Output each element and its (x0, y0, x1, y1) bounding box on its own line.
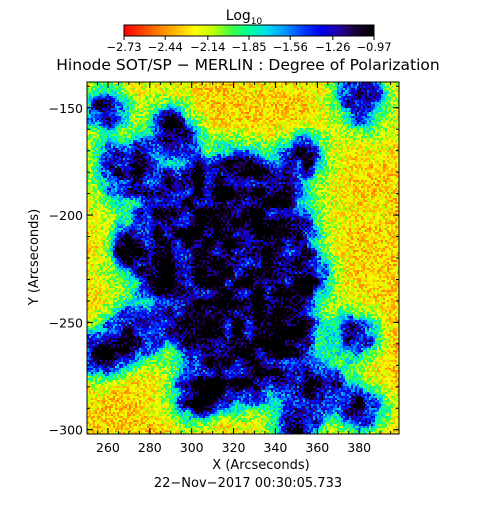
x-tick-label: 280 (138, 440, 162, 455)
y-axis-label: Y (Arcseconds) (27, 209, 42, 306)
y-tick-label: −250 (49, 315, 83, 330)
colorbar-tick-label: −2.44 (148, 40, 183, 54)
colorbar-tick-label: −1.85 (231, 40, 266, 54)
x-tick-label: 320 (222, 440, 246, 455)
colorbar-ticks: −2.73 −2.44 −2.14 −1.85 −1.56 −1.26 −0.97 (106, 36, 392, 54)
colorbar-tick-label: −1.56 (273, 40, 308, 54)
heatmap-image (87, 82, 399, 434)
y-tick-label: −150 (49, 101, 83, 116)
colorbar-tick-label: −1.26 (315, 40, 350, 54)
colorbar-tick-label: −2.14 (190, 40, 225, 54)
colorbar-tick-label: −0.97 (356, 40, 391, 54)
y-axis: −150 −200 −250 −300 (49, 85, 399, 438)
x-tick-label: 360 (305, 440, 329, 455)
colorbar-tick-label: −2.73 (106, 40, 141, 54)
colorbar-title-sub: 10 (251, 17, 263, 27)
x-tick-label: 340 (264, 440, 288, 455)
y-tick-label: −300 (49, 423, 83, 438)
observation-date: 22−Nov−2017 00:30:05.733 (154, 476, 342, 491)
x-axis: 260 280 300 320 340 360 380 (86, 82, 392, 455)
x-tick-label: 260 (96, 440, 120, 455)
colorbar (123, 24, 375, 37)
x-axis-label: X (Arcseconds) (212, 458, 309, 473)
plot-area (87, 82, 399, 434)
x-tick-label: 380 (347, 440, 371, 455)
y-tick-label: −200 (49, 208, 83, 223)
colorbar-title-base: Log (226, 8, 251, 24)
x-tick-label: 300 (180, 440, 204, 455)
colorbar-title: Log10 (226, 8, 263, 27)
chart-title: Hinode SOT/SP − MERLIN : Degree of Polar… (56, 56, 439, 74)
